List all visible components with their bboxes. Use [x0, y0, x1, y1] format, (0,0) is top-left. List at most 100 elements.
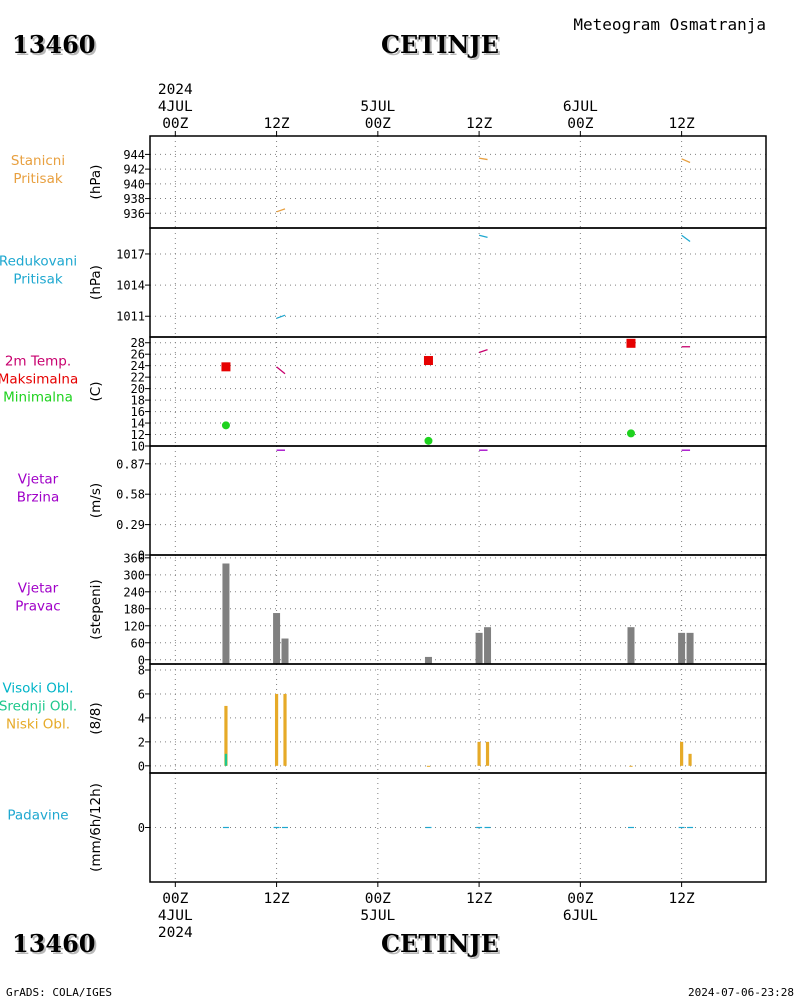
temperature-segment [478, 349, 488, 354]
ytick-label: 6 [138, 687, 145, 701]
unit-label: (mm/6h/12h) [88, 783, 104, 872]
ytick-label: 24 [131, 359, 145, 373]
footer-timestamp: 2024-07-06-23:28 [688, 986, 794, 999]
panel-label: Vjetar [18, 581, 59, 597]
footer-station-name: CETINJE [381, 929, 499, 958]
ytick-label: 300 [123, 568, 145, 582]
temperature-segment [276, 366, 286, 375]
axes-layer [145, 131, 767, 887]
ytick-label: 120 [123, 619, 145, 633]
panel-frame [149, 135, 767, 229]
unit-label: (hPa) [88, 165, 104, 200]
ytick-label: 18 [131, 394, 145, 408]
ytick-label: 180 [123, 602, 145, 616]
bottom-time-label: 12Z [669, 891, 695, 907]
data-layer [221, 157, 694, 829]
maximum-point [626, 338, 636, 348]
wind-direction-bar [484, 627, 492, 664]
top-time-label: 12Z [263, 116, 289, 132]
ytick-label: 0.87 [116, 457, 145, 471]
header-station-name-shadow: CETINJE [383, 32, 501, 61]
panel-label: Pravac [15, 599, 60, 615]
panel-label: Vjetar [18, 472, 59, 488]
panel-frame [149, 227, 767, 338]
bottom-time-label: 00Z [162, 891, 188, 907]
panel-station_pressure [276, 157, 691, 213]
low-cloud-bar [680, 741, 684, 766]
panel-frame [149, 554, 767, 665]
footer-station-name-shadow: CETINJE [383, 931, 501, 960]
series-segment [276, 314, 286, 319]
unit-label: (m/s) [88, 483, 104, 518]
low-cloud-bar [274, 693, 279, 766]
panel-label: Visoki Obl. [2, 681, 73, 697]
footer-station-id: 13460 [12, 929, 96, 958]
top-time-label: 00Z [567, 116, 593, 132]
bottom-time-label: 00Z [365, 891, 391, 907]
ytick-label: 0 [138, 821, 145, 835]
top-time-label: 4JUL [158, 99, 193, 115]
top-time-label: 12Z [466, 116, 492, 132]
ytick-label: 2 [138, 735, 145, 749]
ytick-label: 20 [131, 382, 145, 396]
ytick-label: 360 [123, 551, 145, 565]
top-time-label: 2024 [158, 82, 193, 98]
grid-layer [150, 136, 766, 882]
ytick-label: 14 [131, 417, 145, 431]
mid-cloud-bar [224, 753, 228, 766]
panel-label: Niski Obl. [6, 717, 70, 733]
bottom-time-label: 4JUL [158, 908, 193, 924]
panel-reduced_pressure [276, 234, 691, 319]
wind-direction-bar [222, 563, 230, 664]
panel-label: Padavine [7, 808, 68, 824]
minimum-point [221, 421, 230, 430]
bottom-time-label: 12Z [263, 891, 289, 907]
low-cloud-bar [477, 741, 481, 766]
wind-direction-bar [273, 613, 281, 664]
unit-label: (C) [88, 382, 104, 402]
series-segment [276, 208, 286, 213]
ytick-label: 12 [131, 428, 145, 442]
footer-station-id-shadow: 13460 [14, 931, 98, 960]
ytick-label: 938 [123, 192, 145, 206]
panel-frame [149, 336, 767, 447]
ytick-label: 10 [131, 440, 145, 454]
wind-direction-bar [475, 632, 483, 664]
ytick-label: 28 [131, 336, 145, 350]
series-segment [681, 234, 691, 243]
header-product: Meteogram Osmatranja [573, 15, 766, 34]
maximum-point [423, 356, 433, 366]
panel-temperature [221, 338, 691, 445]
ytick-label: 4 [138, 711, 145, 725]
low-cloud-bar [629, 765, 633, 767]
header-station-id: 13460 [12, 30, 96, 59]
ytick-label: 944 [123, 148, 145, 162]
panel-label: 2m Temp. [5, 354, 71, 370]
ytick-label: 8 [138, 663, 145, 677]
bottom-time-label: 00Z [567, 891, 593, 907]
bottom-time-label: 12Z [466, 891, 492, 907]
top-time-label: 6JUL [563, 99, 598, 115]
ytick-label: 940 [123, 177, 145, 191]
footer-credit: GrADS: COLA/IGES [6, 986, 112, 999]
unit-label: (hPa) [88, 265, 104, 300]
bottom-time-label: 5JUL [360, 908, 395, 924]
panel-label: Maksimalna [0, 372, 78, 388]
ytick-label: 1014 [116, 279, 145, 293]
panel-frame [149, 663, 767, 774]
low-cloud-bar [485, 741, 490, 766]
wind-direction-bar [281, 638, 289, 664]
ytick-label: 0 [138, 653, 145, 667]
panel-label: Stanicni [11, 153, 65, 169]
ytick-label: 942 [123, 163, 145, 177]
header-station-id-shadow: 13460 [14, 32, 98, 61]
unit-label: (8/8) [88, 702, 104, 734]
ytick-label: 26 [131, 348, 145, 362]
wind-direction-bar [424, 656, 432, 664]
ytick-label: 0.58 [116, 488, 145, 502]
low-cloud-bar [688, 753, 692, 766]
minimum-point [424, 436, 433, 445]
panel-label: Brzina [17, 490, 59, 506]
